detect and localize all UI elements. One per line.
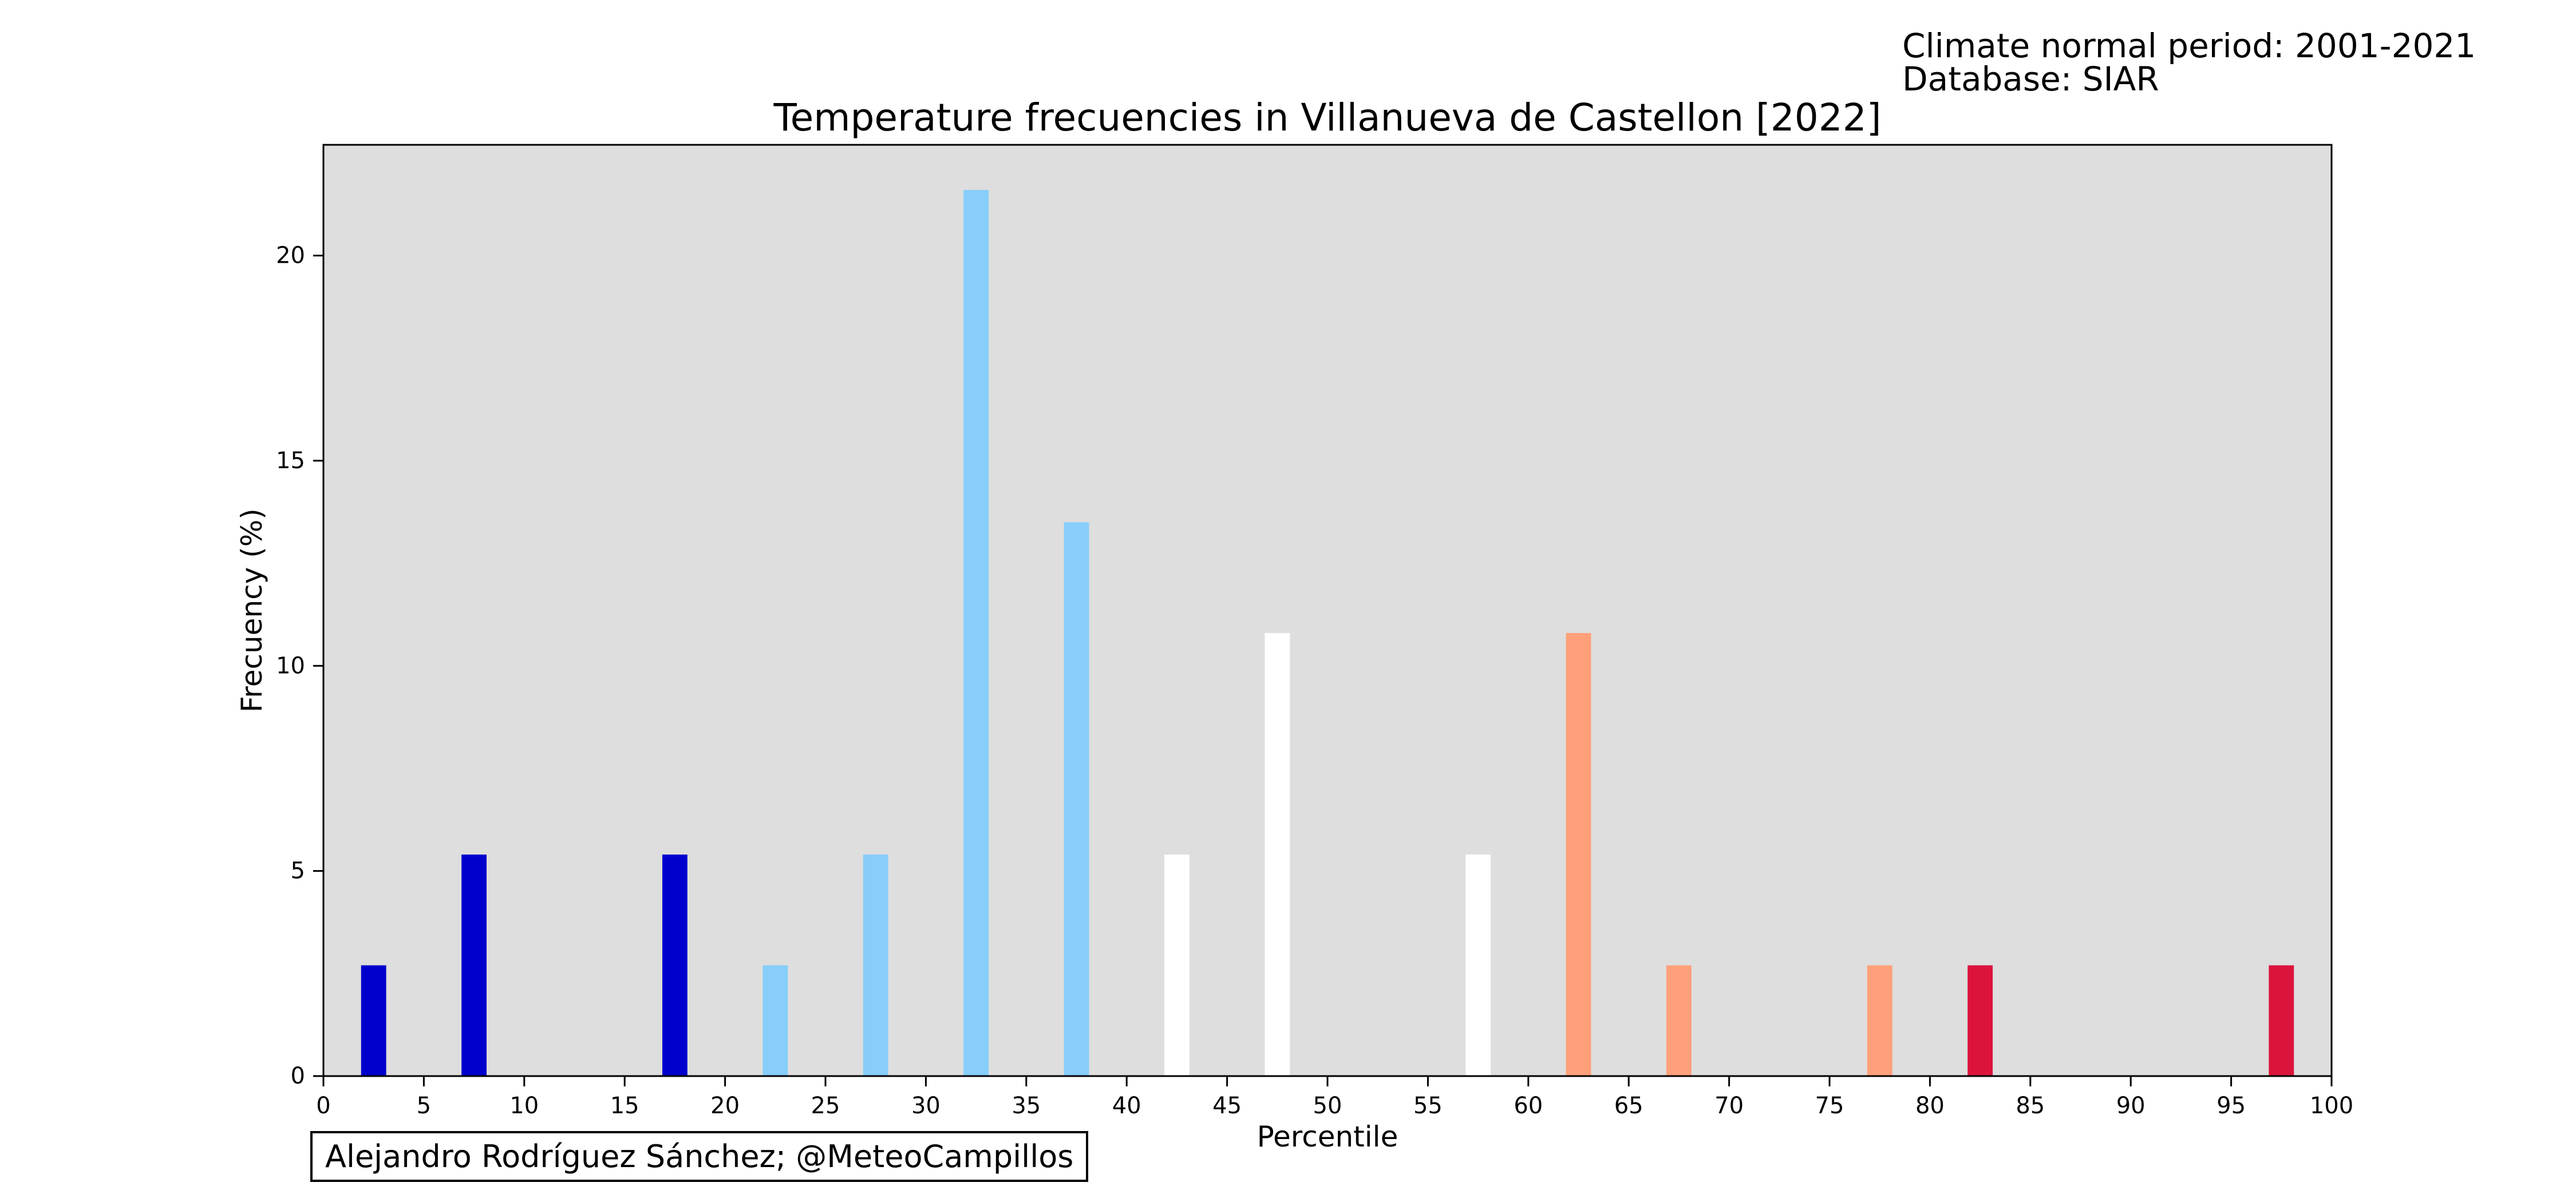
x-tick-label: 50 <box>1313 1093 1342 1119</box>
x-tick-label: 60 <box>1514 1093 1543 1119</box>
y-axis-label: Frecuency (%) <box>235 508 268 712</box>
x-tick-label: 100 <box>2310 1093 2353 1119</box>
bar-p97.5 <box>2269 965 2294 1076</box>
x-tick-label: 30 <box>911 1093 941 1119</box>
x-tick-label: 90 <box>2116 1093 2146 1119</box>
credit-box: Alejandro Rodríguez Sánchez; @MeteoCampi… <box>310 1131 1089 1182</box>
x-tick-label: 70 <box>1714 1093 1744 1119</box>
bar-p42.5 <box>1164 854 1190 1076</box>
chart-title: Temperature frecuencies in Villanueva de… <box>773 96 1882 140</box>
climate-period-label: Climate normal period: 2001-2021 <box>1902 26 2476 65</box>
plot-background <box>323 145 2332 1076</box>
bar-p27.5 <box>863 854 888 1076</box>
x-tick-label: 40 <box>1112 1093 1141 1119</box>
x-tick-label: 15 <box>610 1093 639 1119</box>
x-tick-label: 10 <box>509 1093 539 1119</box>
bar-p77.5 <box>1867 965 1893 1076</box>
bar-p82.5 <box>1967 965 1993 1076</box>
bar-p7.5 <box>461 854 487 1076</box>
y-tick-label: 15 <box>276 448 305 474</box>
bar-p22.5 <box>762 965 788 1076</box>
database-label: Database: SIAR <box>1902 60 2159 98</box>
x-tick-label: 35 <box>1012 1093 1041 1119</box>
bar-p32.5 <box>963 189 989 1076</box>
x-tick-label: 95 <box>2217 1093 2246 1119</box>
y-tick-label: 5 <box>291 858 305 884</box>
bar-p67.5 <box>1666 965 1692 1076</box>
x-tick-label: 20 <box>710 1093 740 1119</box>
x-axis: 0 5 10 15 20 25 30 35 40 45 50 55 60 65 70 75 80 85 90 95 10… <box>316 1076 2353 1119</box>
x-tick-label: 85 <box>2016 1093 2045 1119</box>
x-tick-label: 80 <box>1915 1093 1945 1119</box>
bar-p37.5 <box>1064 522 1089 1076</box>
y-tick-label: 0 <box>291 1063 305 1089</box>
x-tick-label: 45 <box>1212 1093 1242 1119</box>
bars-group <box>361 189 2294 1076</box>
bar-p17.5 <box>662 854 688 1076</box>
x-tick-label: 5 <box>417 1093 431 1119</box>
x-tick-label: 65 <box>1614 1093 1643 1119</box>
x-tick-label: 0 <box>316 1093 330 1119</box>
bar-p57.5 <box>1465 854 1491 1076</box>
y-tick-label: 10 <box>276 653 305 679</box>
x-tick-label: 25 <box>811 1093 840 1119</box>
bar-p2.5 <box>361 965 386 1076</box>
y-axis: 0 5 10 15 20 <box>276 243 323 1089</box>
x-tick-label: 55 <box>1413 1093 1443 1119</box>
x-tick-label: 75 <box>1815 1093 1844 1119</box>
credit-text: Alejandro Rodríguez Sánchez; @MeteoCampi… <box>325 1138 1074 1175</box>
bar-p62.5 <box>1566 632 1591 1076</box>
y-tick-label: 20 <box>276 243 305 269</box>
bar-p47.5 <box>1265 632 1290 1076</box>
x-axis-label: Percentile <box>1257 1120 1398 1153</box>
